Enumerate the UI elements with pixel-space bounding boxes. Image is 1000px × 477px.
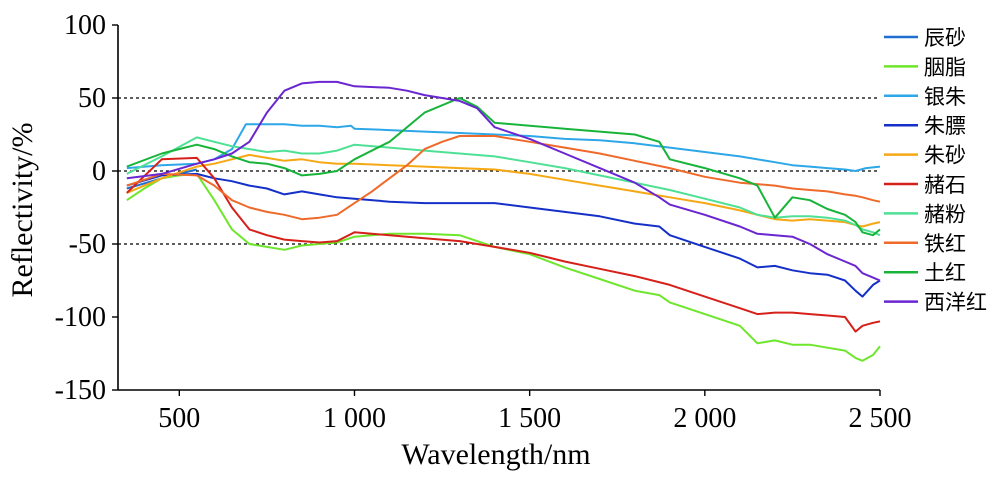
series-line-5	[126, 153, 881, 228]
x-tick-label: 2 000	[673, 403, 736, 434]
series-line-6	[126, 156, 881, 333]
y-tick-label: 0	[92, 156, 106, 187]
series-line-4	[126, 172, 881, 298]
legend-item: 胭脂	[884, 55, 966, 79]
legend-item: 辰砂	[884, 26, 966, 50]
legend-label: 胭脂	[924, 55, 966, 79]
axes	[117, 25, 880, 391]
legend-label: 辰砂	[924, 26, 966, 50]
y-tick-label: 50	[78, 83, 106, 114]
legend-item: 赭石	[884, 173, 966, 197]
legend-label: 朱膘	[924, 114, 966, 138]
legend-item: 银朱	[884, 85, 966, 109]
series-line-7	[126, 136, 881, 237]
legend-item: 土红	[884, 261, 966, 285]
x-axis-title: Wavelength/nm	[401, 438, 590, 471]
series-line-8	[126, 135, 881, 221]
series-line-3	[126, 123, 881, 172]
x-ticks: 500 1 000 1 500 2 000 2 500	[158, 390, 912, 434]
y-tick-label: 100	[64, 10, 106, 41]
legend-item: 赭粉	[884, 202, 966, 226]
series-line-9	[126, 97, 881, 237]
y-axis-title: Reflectivity/%	[6, 123, 39, 298]
x-tick-label: 1 000	[323, 403, 386, 434]
legend-label: 土红	[924, 261, 966, 285]
legend-label: 朱砂	[924, 144, 966, 168]
y-ticks: 100 50 0 -50 -100 -150	[55, 10, 118, 406]
y-tick-label: -150	[55, 375, 106, 406]
legend-item: 西洋红	[884, 291, 987, 315]
y-tick-label: -50	[69, 229, 106, 260]
legend-label: 赭石	[924, 173, 966, 197]
legend-item: 朱膘	[884, 114, 966, 138]
x-tick-label: 500	[158, 403, 200, 434]
x-tick-label: 1 500	[498, 403, 561, 434]
y-tick-label: -100	[55, 302, 106, 333]
x-tick-label: 2 500	[849, 403, 912, 434]
legend-label: 赭粉	[924, 202, 966, 226]
legend-item: 朱砂	[884, 144, 966, 168]
legend-label: 铁红	[924, 232, 966, 256]
legend-label: 西洋红	[924, 291, 987, 315]
legend-item: 铁红	[884, 232, 966, 256]
legend-label: 银朱	[924, 85, 966, 109]
series-line-10	[126, 80, 881, 282]
series-lines	[126, 80, 881, 362]
